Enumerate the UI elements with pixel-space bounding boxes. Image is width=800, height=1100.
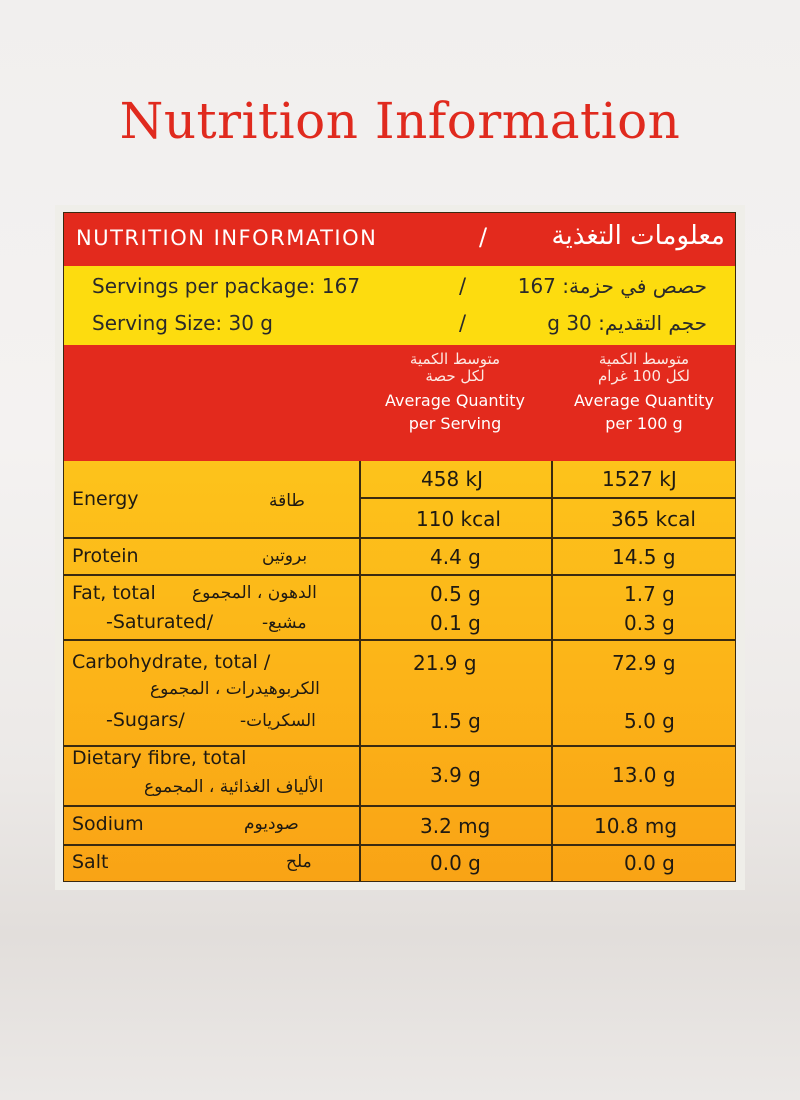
energy-label: Energy [72,488,139,510]
serving-size-separator: / [459,311,467,335]
column-headers: متوسط الكمية لكل حصة Average Quantity pe… [64,345,735,461]
label-header: NUTRITION INFORMATION / معلومات التغذية [64,213,735,266]
protein-label: Protein [72,545,139,567]
energy-kj-serving: 458 kJ [421,467,484,491]
sodium-100g: 10.8 mg [594,814,678,838]
salt-label: Salt [72,851,109,873]
fibre-100g: 13.0 g [612,763,676,787]
column-divider [551,461,553,881]
col-serving-ar1: متوسط الكمية [409,350,501,368]
col-serving-en1: Average Quantity [385,391,525,410]
fibre-serving: 3.9 g [430,763,481,787]
energy-label-ar: طاقة [269,491,305,511]
fat-label: Fat, total [72,582,156,604]
sugars-100g: 5.0 g [624,709,675,733]
carbohydrate-label: Carbohydrate, total / [72,651,271,673]
serving-size-en: Serving Size: 30 g [92,311,273,335]
col-100g-en1: Average Quantity [574,391,714,410]
col-100g-ar1: متوسط الكمية [598,350,690,368]
salt-label-ar: ملح [286,852,312,872]
salt-100g: 0.0 g [624,851,675,875]
nutrition-label: NUTRITION INFORMATION / معلومات التغذية … [63,212,736,882]
servings-band: Servings per package: 167 / حصص في حزمة:… [64,266,735,345]
fat-100g: 1.7 g [624,582,675,606]
sodium-label-ar: صوديوم [244,814,299,834]
row-divider [359,497,735,499]
servings-separator: / [459,274,467,298]
row-divider [64,745,735,747]
sugars-label-ar: السكريات- [240,711,316,731]
saturated-label-ar: مشبع- [262,613,307,633]
fat-label-ar: الدهون ، المجموع [192,583,317,603]
energy-kcal-serving: 110 kcal [416,507,501,531]
col-100g-en2: per 100 g [605,414,683,433]
sodium-label: Sodium [72,813,144,835]
row-divider [64,639,735,641]
header-english: NUTRITION INFORMATION [76,226,378,250]
protein-serving: 4.4 g [430,545,481,569]
sugars-label: -Sugars/ [106,709,185,731]
fibre-label: Dietary fibre, total [72,747,247,769]
row-divider [64,537,735,539]
servings-per-package-en: Servings per package: 167 [92,274,361,298]
row-divider [64,844,735,846]
nutrient-table: Energy طاقة 458 kJ 1527 kJ 110 kcal 365 … [64,461,735,881]
saturated-serving: 0.1 g [430,611,481,635]
row-divider [64,805,735,807]
row-divider [64,574,735,576]
serving-size-ar: حجم التقديم: 30 g [547,311,707,335]
fat-serving: 0.5 g [430,582,481,606]
fibre-label-ar: الألياف الغذائية ، المجموع [144,777,324,797]
carbohydrate-label-ar: الكربوهيدرات ، المجموع [150,679,320,699]
page-title: Nutrition Information [119,92,681,150]
carbohydrate-100g: 72.9 g [612,651,676,675]
sodium-serving: 3.2 mg [420,814,491,838]
col-100g-ar2: لكل 100 غرام [598,367,690,385]
servings-per-package-ar: حصص في حزمة: 167 [517,274,707,298]
carbohydrate-serving: 21.9 g [413,651,477,675]
salt-serving: 0.0 g [430,851,481,875]
sugars-serving: 1.5 g [430,709,481,733]
saturated-100g: 0.3 g [624,611,675,635]
column-header-per-serving: متوسط الكمية لكل حصة Average Quantity pe… [360,351,550,435]
column-divider [359,461,361,881]
column-header-per-100g: متوسط الكمية لكل 100 غرام Average Quanti… [554,351,734,435]
header-arabic: معلومات التغذية [551,221,725,251]
energy-kj-100g: 1527 kJ [602,467,677,491]
protein-100g: 14.5 g [612,545,676,569]
col-serving-ar2: لكل حصة [425,367,485,385]
energy-kcal-100g: 365 kcal [611,507,696,531]
saturated-label: -Saturated/ [106,611,214,633]
col-serving-en2: per Serving [408,414,502,433]
protein-label-ar: بروتين [262,546,308,566]
header-separator: / [479,223,488,251]
